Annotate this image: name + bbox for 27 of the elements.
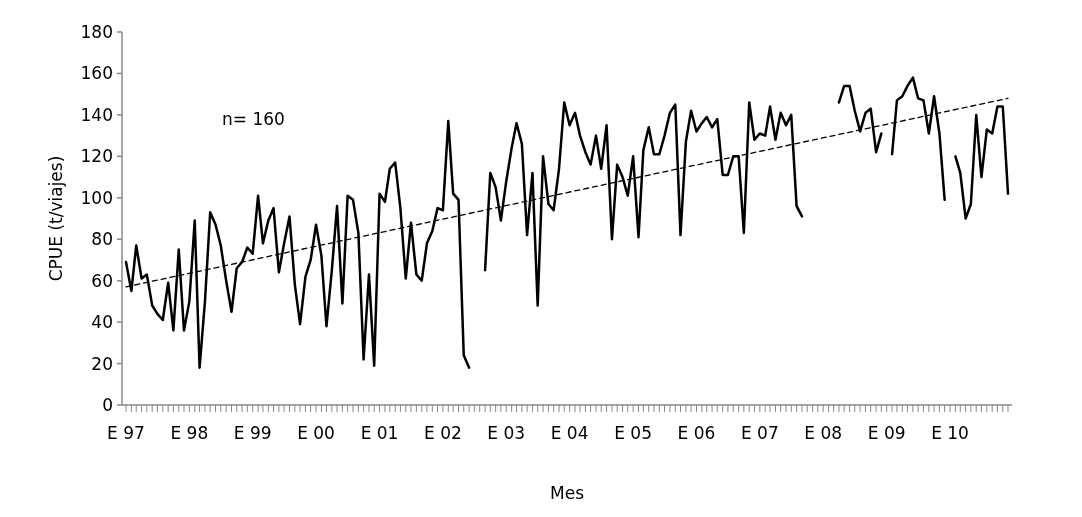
y-tick-label: 60: [91, 270, 113, 291]
y-tick-label: 20: [91, 353, 113, 374]
x-tick-label: E 05: [614, 423, 653, 443]
x-tick-label: E 06: [677, 423, 716, 443]
x-tick-label: E 00: [297, 423, 335, 443]
x-axis-title: Mes: [550, 483, 585, 503]
x-tick-label: E 07: [740, 423, 779, 443]
x-tick-label: E 01: [360, 423, 399, 443]
x-tick-label: E 02: [424, 423, 462, 443]
x-tick-label: E 09: [867, 423, 906, 443]
x-tick-label: E 08: [804, 423, 843, 443]
y-tick-label: 80: [91, 229, 113, 250]
x-tick-label: E 97: [107, 423, 145, 443]
y-tick-label: 180: [80, 21, 113, 42]
y-tick-label: 40: [91, 312, 113, 333]
x-tick-label: E 04: [550, 423, 589, 443]
y-tick-label: 100: [80, 187, 113, 208]
y-axis-title: CPUE (t/viajes): [46, 155, 66, 282]
y-tick-label: 140: [80, 104, 113, 125]
y-tick-label: 0: [102, 394, 113, 415]
x-tick-label: E 10: [931, 423, 969, 443]
y-tick-label: 160: [80, 63, 113, 84]
x-tick-label: E 03: [487, 423, 526, 443]
x-tick-label: E 98: [170, 423, 209, 443]
x-tick-label: E 99: [233, 423, 272, 443]
y-tick-label: 120: [80, 146, 113, 167]
annotation: n= 160: [222, 108, 285, 129]
